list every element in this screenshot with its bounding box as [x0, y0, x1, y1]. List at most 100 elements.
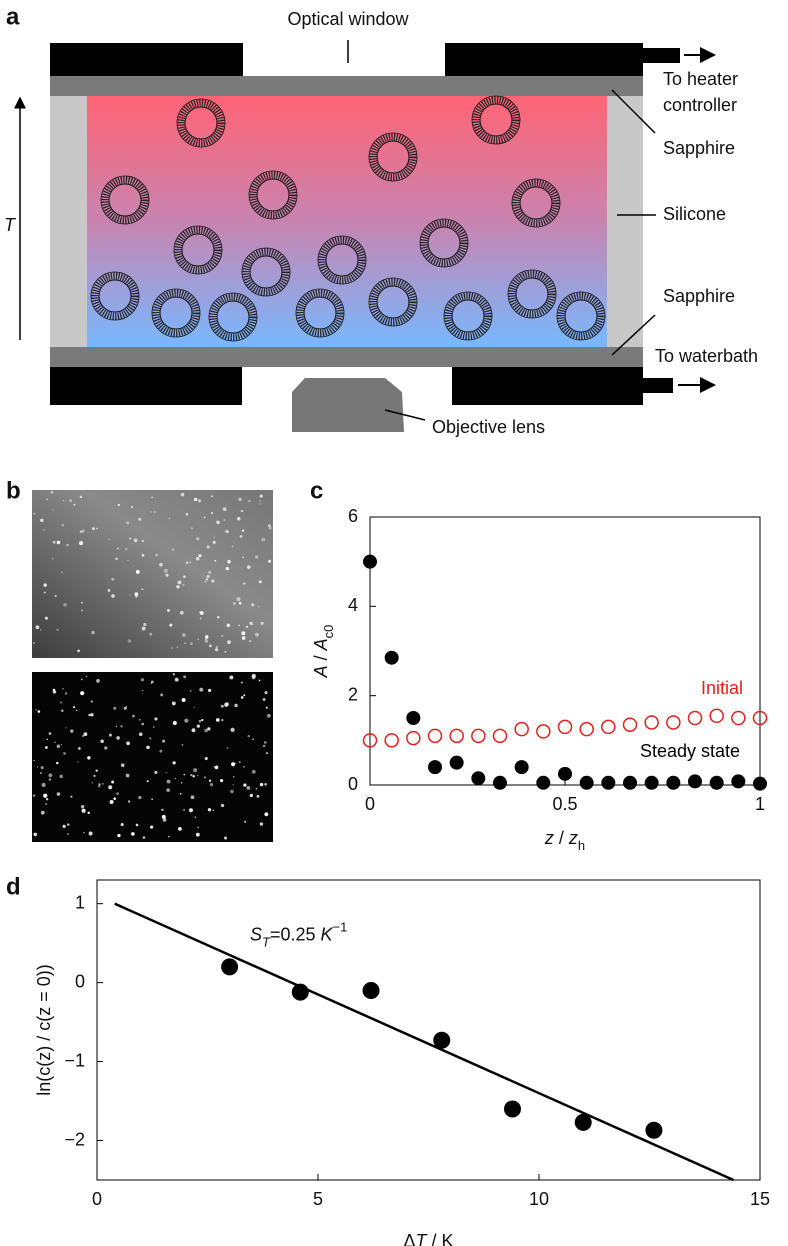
particle	[39, 629, 42, 631]
vesicle-edge	[248, 170, 298, 220]
particle	[204, 580, 207, 583]
particle	[172, 720, 177, 725]
particle	[166, 779, 171, 784]
particle	[126, 741, 130, 746]
vesicle-edge	[556, 291, 606, 341]
particle	[153, 511, 156, 513]
particle	[149, 632, 153, 636]
label-part: z	[544, 828, 554, 848]
particle	[141, 553, 145, 557]
particle	[249, 639, 252, 643]
particle	[180, 782, 183, 784]
particle	[98, 783, 101, 786]
particle	[165, 772, 167, 774]
particle	[65, 727, 67, 729]
particle	[204, 638, 207, 640]
label-part: K	[321, 924, 334, 944]
particle	[160, 693, 164, 697]
particle	[60, 743, 63, 746]
vesicle	[91, 272, 139, 320]
particle	[238, 761, 241, 763]
particle	[262, 744, 266, 748]
data-point	[514, 721, 529, 737]
particle	[212, 809, 214, 812]
particle	[238, 601, 242, 605]
particle	[183, 575, 186, 578]
y-tick-label: 0	[75, 971, 85, 991]
particle	[111, 594, 115, 598]
label: Optical window	[287, 9, 409, 29]
label: Silicone	[663, 204, 726, 224]
particle	[204, 635, 209, 639]
particle	[56, 540, 61, 545]
particle	[201, 718, 204, 722]
particle	[100, 739, 104, 744]
particle	[162, 818, 167, 822]
particle	[83, 732, 88, 737]
particle	[197, 826, 199, 829]
particle	[176, 585, 180, 589]
particle	[91, 782, 93, 784]
data-point	[536, 775, 551, 790]
particle	[196, 724, 200, 728]
particle	[115, 725, 118, 728]
particle	[233, 602, 236, 605]
vesicle-edge	[98, 279, 132, 313]
particle	[43, 591, 46, 594]
data-point	[492, 775, 507, 790]
particle	[151, 496, 153, 499]
holder	[452, 367, 643, 405]
particle	[188, 808, 193, 813]
particle	[120, 823, 124, 827]
data-point	[384, 650, 399, 665]
particle	[81, 678, 83, 681]
vesicle-edge	[419, 218, 469, 268]
particle	[207, 688, 212, 693]
data-point	[363, 554, 377, 569]
particle	[197, 638, 200, 641]
vesicle-edge	[295, 288, 345, 338]
vesicle	[152, 289, 200, 337]
particle	[116, 792, 119, 795]
particle	[146, 745, 150, 750]
particle	[252, 738, 255, 741]
particle	[151, 798, 153, 800]
data-point	[645, 1121, 663, 1139]
vesicle-edge	[173, 225, 223, 275]
particle	[43, 529, 45, 531]
panel-label: d	[6, 873, 21, 900]
particle	[196, 537, 200, 541]
particle	[223, 519, 225, 521]
particle	[87, 756, 91, 760]
data-point	[687, 774, 702, 789]
particle	[66, 543, 69, 547]
particle	[195, 832, 200, 837]
particle	[141, 689, 144, 692]
particle	[220, 803, 225, 808]
particle	[80, 691, 85, 696]
particle	[40, 772, 42, 774]
data-point	[579, 775, 594, 790]
vesicle-edge	[471, 95, 521, 145]
particle	[234, 703, 238, 708]
particle	[37, 710, 41, 713]
particle	[46, 498, 48, 501]
vesicle-edge	[303, 296, 337, 330]
data-point	[623, 775, 638, 790]
particle	[125, 773, 130, 778]
particle	[232, 776, 235, 778]
particle	[87, 811, 90, 815]
particle	[77, 649, 80, 653]
particle	[243, 765, 245, 768]
vesicle	[296, 289, 344, 337]
particle	[36, 766, 39, 768]
particle	[77, 761, 79, 763]
particle	[178, 827, 182, 831]
x-tick-label: 15	[750, 1189, 770, 1209]
particle	[174, 777, 176, 780]
particle	[61, 709, 64, 712]
data-point	[579, 721, 594, 737]
particle	[247, 565, 251, 569]
particle	[52, 540, 56, 544]
particle	[32, 794, 36, 797]
